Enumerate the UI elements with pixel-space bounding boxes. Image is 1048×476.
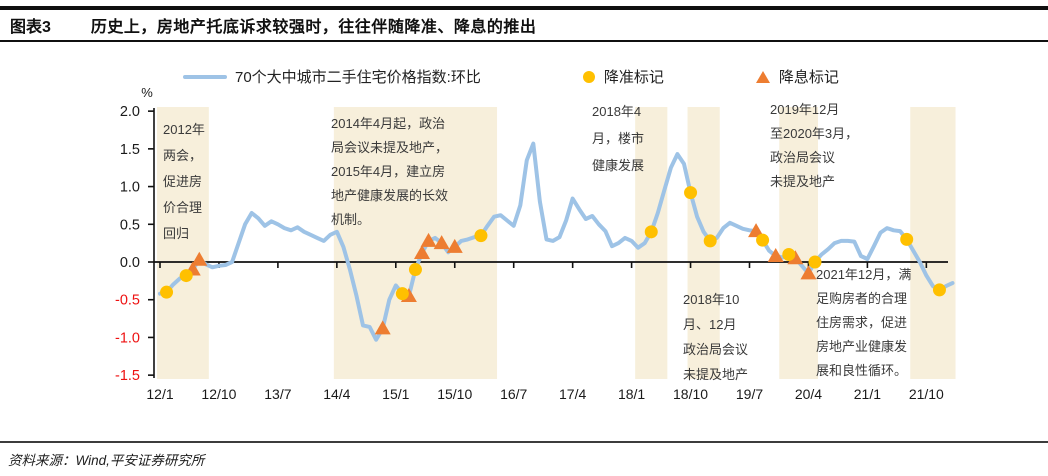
svg-text:0.5: 0.5	[120, 217, 140, 233]
figure-title: 历史上，房地产托底诉求较强时，往往伴随降准、降息的推出	[90, 19, 537, 36]
rate-marker-icon	[755, 70, 770, 83]
svg-text:15/10: 15/10	[437, 386, 472, 402]
annotation-2018-oct-dec: 2018年10 月、12月 政治局会议 未提及地产	[683, 292, 749, 382]
svg-text:21/1: 21/1	[854, 386, 881, 402]
annotation-2018-apr: 2018年4 月，楼市 健康发展	[592, 104, 645, 173]
svg-text:2.0: 2.0	[120, 104, 140, 120]
svg-text:-1.5: -1.5	[115, 368, 140, 384]
svg-text:20/4: 20/4	[795, 386, 822, 402]
figure-header: 图表3 历史上，房地产托底诉求较强时，往往伴随降准、降息的推出	[0, 6, 1048, 42]
svg-text:%: %	[141, 85, 153, 100]
svg-text:12/1: 12/1	[146, 386, 173, 402]
svg-text:13/7: 13/7	[264, 386, 291, 402]
svg-text:18/1: 18/1	[618, 386, 645, 402]
svg-text:21/10: 21/10	[909, 386, 944, 402]
annotation-2014-politburo: 2014年4月起，政治 局会议未提及地产， 2015年4月，建立房 地产健康发展…	[331, 116, 449, 227]
svg-text:19/7: 19/7	[736, 386, 763, 402]
annotation-2019-dec: 2019年12月 至2020年3月， 政治局会议 未提及地产	[770, 102, 859, 189]
svg-text:14/4: 14/4	[323, 386, 350, 402]
svg-text:18/10: 18/10	[673, 386, 708, 402]
legend-label-rate-cut: 降息标记	[778, 69, 839, 86]
svg-text:1.5: 1.5	[120, 142, 140, 158]
legend-item-price-index: 70个大中城市二手住宅价格指数:环比	[183, 66, 481, 87]
svg-text:0.0: 0.0	[120, 255, 140, 271]
chart-legend: 70个大中城市二手住宅价格指数:环比 降准标记 降息标记	[183, 66, 839, 87]
legend-item-rate-cut: 降息标记	[755, 66, 839, 87]
line-series-swatch	[183, 74, 227, 79]
legend-item-rrr-cut: 降准标记	[582, 66, 664, 87]
annotation-2021-dec: 2021年12月，满 足购房者的合理 住房需求，促进 房地产业健康发 展和良性循…	[816, 267, 912, 378]
svg-text:12/10: 12/10	[201, 386, 236, 402]
rrr-marker-icon	[582, 70, 595, 83]
svg-text:17/4: 17/4	[559, 386, 586, 402]
svg-text:15/1: 15/1	[382, 386, 409, 402]
svg-text:-1.0: -1.0	[115, 330, 140, 346]
svg-text:-0.5: -0.5	[115, 293, 140, 309]
figure-footer: 资料来源：Wind,平安证券研究所	[0, 441, 1048, 469]
legend-label-rrr-cut: 降准标记	[603, 69, 664, 86]
svg-text:16/7: 16/7	[500, 386, 527, 402]
svg-text:1.0: 1.0	[120, 180, 140, 196]
source-note: 资料来源：Wind,平安证券研究所	[8, 453, 205, 468]
legend-label-price-index: 70个大中城市二手住宅价格指数:环比	[235, 69, 481, 86]
figure-label: 图表3	[10, 19, 51, 36]
annotation-2012-npc: 2012年 两会， 促进房 价合理 回归	[163, 122, 205, 241]
